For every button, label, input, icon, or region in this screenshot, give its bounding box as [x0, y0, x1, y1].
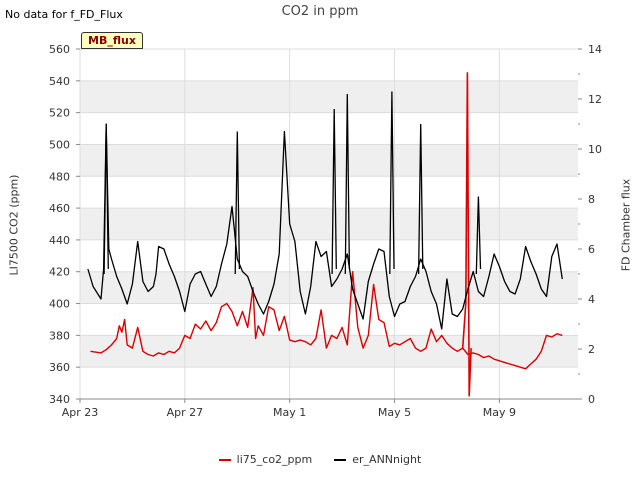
- x-tick-label: Apr 23: [62, 406, 99, 419]
- series-li75-spike-line: [461, 72, 472, 397]
- legend-item-ann[interactable]: er_ANNnight: [334, 453, 421, 466]
- er-annnight-spike: [389, 91, 395, 275]
- y2-tick-label: 4: [588, 293, 595, 306]
- legend-item-li75[interactable]: li75_co2_ppm: [218, 453, 313, 466]
- y-tick-label: 340: [49, 393, 70, 406]
- legend-swatch-li75: [218, 458, 231, 461]
- no-data-message: No data for f_FD_Flux: [5, 8, 123, 21]
- er-annnight-spike: [234, 131, 241, 275]
- y-tick-label: 460: [49, 202, 70, 215]
- band: [80, 144, 578, 177]
- series-er-annnight-line: [87, 123, 563, 330]
- band: [80, 271, 578, 304]
- x-tick-label: May 9: [483, 406, 516, 419]
- er-annnight-spike: [103, 123, 109, 275]
- y-tick-label: 400: [49, 298, 70, 311]
- chart-title: CO2 in ppm: [281, 4, 359, 19]
- er-annnight-spike: [417, 123, 424, 275]
- y-tick-label: 380: [49, 329, 70, 342]
- y-tick-label: 540: [49, 75, 70, 88]
- y-tick-label: 500: [49, 138, 70, 151]
- legend-swatch-ann: [334, 458, 347, 461]
- y2-tick-label: 6: [588, 243, 595, 256]
- y-tick-label: 480: [49, 170, 70, 183]
- y-tick-label: 560: [49, 43, 70, 56]
- y2-tick-label: 10: [588, 143, 602, 156]
- y-tick-label: 360: [49, 361, 70, 374]
- band: [80, 80, 578, 113]
- y2-tick-label: 12: [588, 93, 602, 106]
- y-axis-left-label: LI7500 CO2 (ppm): [7, 174, 21, 276]
- y-tick-label: 520: [49, 107, 70, 120]
- y2-tick-label: 14: [588, 43, 602, 56]
- y2-tick-label: 2: [588, 343, 595, 356]
- er-annnight-spike: [331, 108, 337, 275]
- x-tick-label: Apr 27: [167, 406, 204, 419]
- legend: li75_co2_ppm er_ANNnight: [0, 453, 640, 466]
- legend-label-ann: er_ANNnight: [352, 453, 422, 466]
- axes-layer: 340 360 380 400 420 440 460 480 500 520 540 560 0 2 4 6…: [49, 43, 602, 419]
- band: [80, 208, 578, 240]
- y-tick-label: 420: [49, 266, 70, 279]
- background-bands: [80, 80, 578, 368]
- y2-tick-label: 8: [588, 193, 595, 206]
- series-li75-co2-line: [90, 271, 563, 370]
- y-tick-label: 440: [49, 234, 70, 247]
- legend-label-li75: li75_co2_ppm: [236, 453, 313, 466]
- y-axis-right-label: FD Chamber flux: [619, 178, 633, 272]
- er-annnight-spike: [475, 196, 482, 275]
- er-annnight-spike: [344, 93, 351, 275]
- x-tick-label: May 1: [273, 406, 306, 419]
- mb-flux-badge[interactable]: MB_flux: [81, 32, 143, 49]
- gridlines: [79, 48, 578, 400]
- x-tick-label: May 5: [378, 406, 411, 419]
- series-layer: [87, 72, 563, 397]
- y2-tick-label: 0: [588, 393, 595, 406]
